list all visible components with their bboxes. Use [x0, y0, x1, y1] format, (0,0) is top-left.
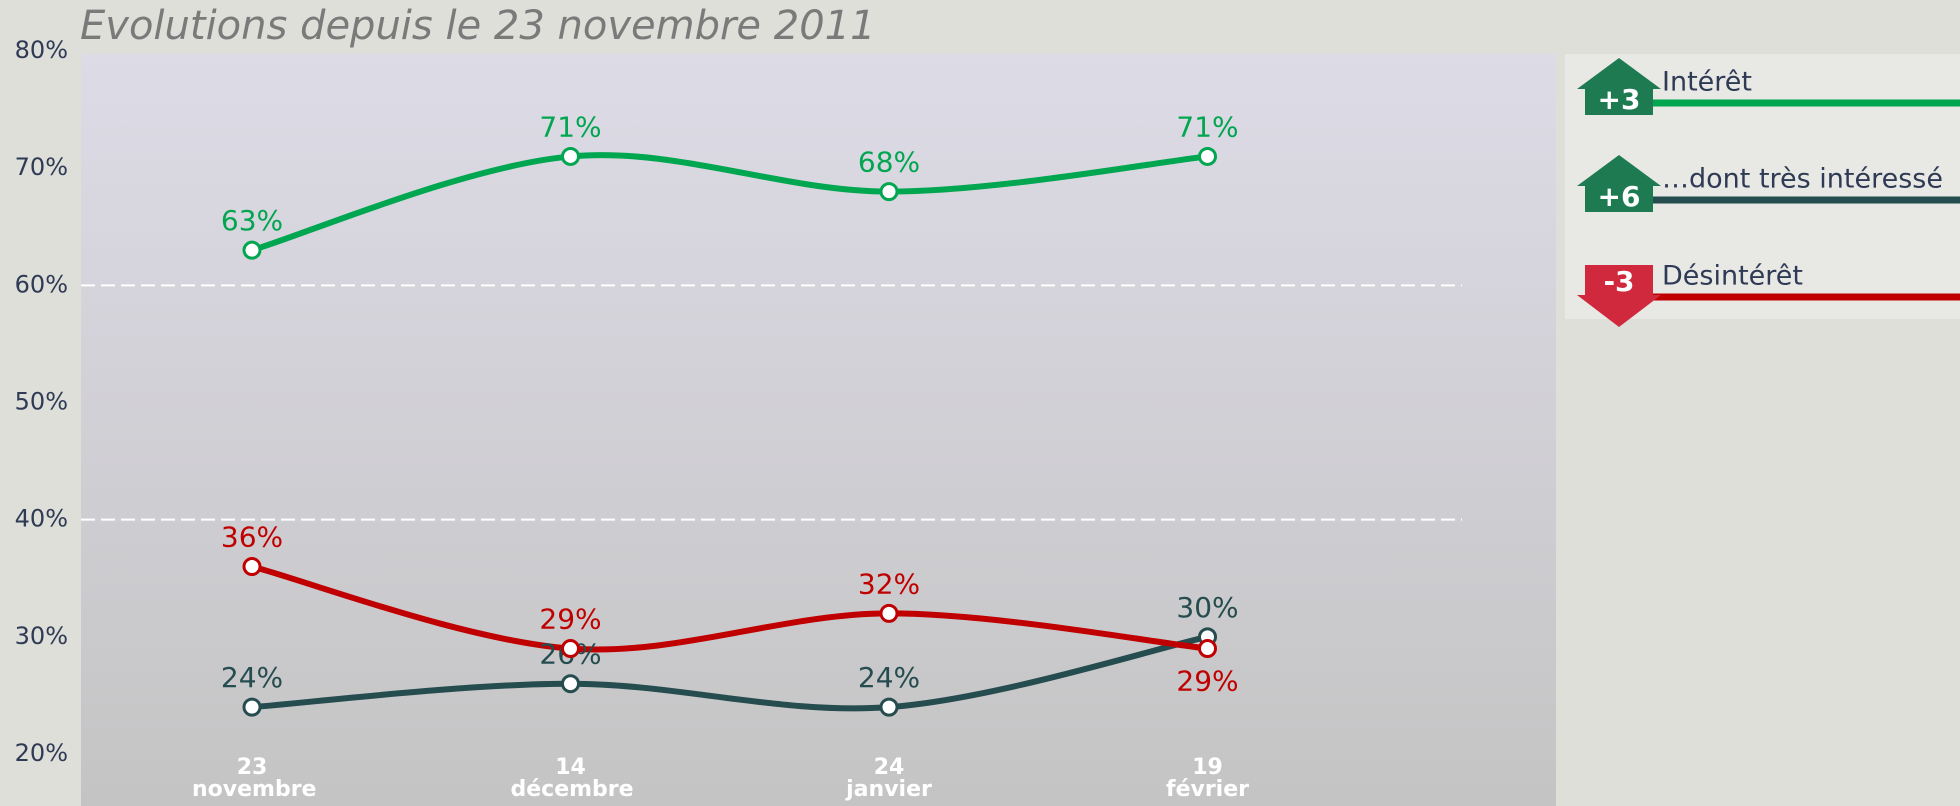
data-point	[1198, 146, 1217, 166]
chart-title: Evolutions depuis le 23 novembre 2011	[80, 3, 876, 49]
change-label: +3	[1598, 83, 1641, 116]
data-label: 68%	[858, 146, 920, 179]
data-label: 24%	[858, 661, 920, 694]
change-label: +6	[1598, 180, 1641, 213]
data-label: 71%	[1176, 110, 1238, 143]
legend-label: Désintérêt	[1662, 261, 1803, 292]
data-label: 71%	[539, 110, 601, 143]
data-label: 29%	[1176, 665, 1238, 698]
data-label: 24%	[221, 661, 283, 694]
x-tick-label: 23 novembre	[192, 755, 317, 802]
data-point	[1198, 639, 1217, 659]
x-tick-label: 24 janvier	[846, 755, 932, 802]
data-point	[561, 674, 580, 694]
y-tick-label: 50%	[15, 388, 68, 416]
series-line	[251, 152, 1208, 254]
data-point	[242, 557, 262, 577]
change-badge	[1577, 265, 1661, 327]
data-point	[242, 240, 262, 260]
data-point	[242, 697, 262, 717]
x-tick-label: 14 décembre	[510, 755, 634, 802]
data-label: 32%	[858, 567, 920, 600]
data-label: 36%	[221, 521, 283, 554]
change-badge	[1577, 58, 1661, 115]
y-tick-label: 40%	[15, 505, 68, 533]
data-label: 30%	[1176, 591, 1238, 624]
data-point	[879, 697, 899, 717]
y-tick-label: 80%	[15, 36, 68, 64]
series-line	[251, 633, 1209, 712]
x-tick-label: 19 février	[1166, 755, 1249, 802]
legend-label: Intérêt	[1662, 67, 1752, 98]
data-point	[879, 603, 899, 623]
data-label: 29%	[539, 603, 601, 636]
y-tick-label: 30%	[15, 622, 68, 650]
y-tick-label: 60%	[15, 270, 68, 298]
change-badge	[1577, 155, 1661, 212]
data-point	[561, 639, 580, 659]
legend-label: …dont très intéressé	[1662, 164, 1943, 195]
plot-area	[81, 54, 1556, 806]
data-label: 63%	[221, 204, 283, 237]
data-point	[561, 146, 580, 166]
y-tick-label: 70%	[15, 153, 68, 181]
series-line	[251, 563, 1208, 653]
y-tick-label: 20%	[15, 739, 68, 767]
data-point	[879, 182, 899, 202]
change-label: -3	[1603, 265, 1634, 298]
